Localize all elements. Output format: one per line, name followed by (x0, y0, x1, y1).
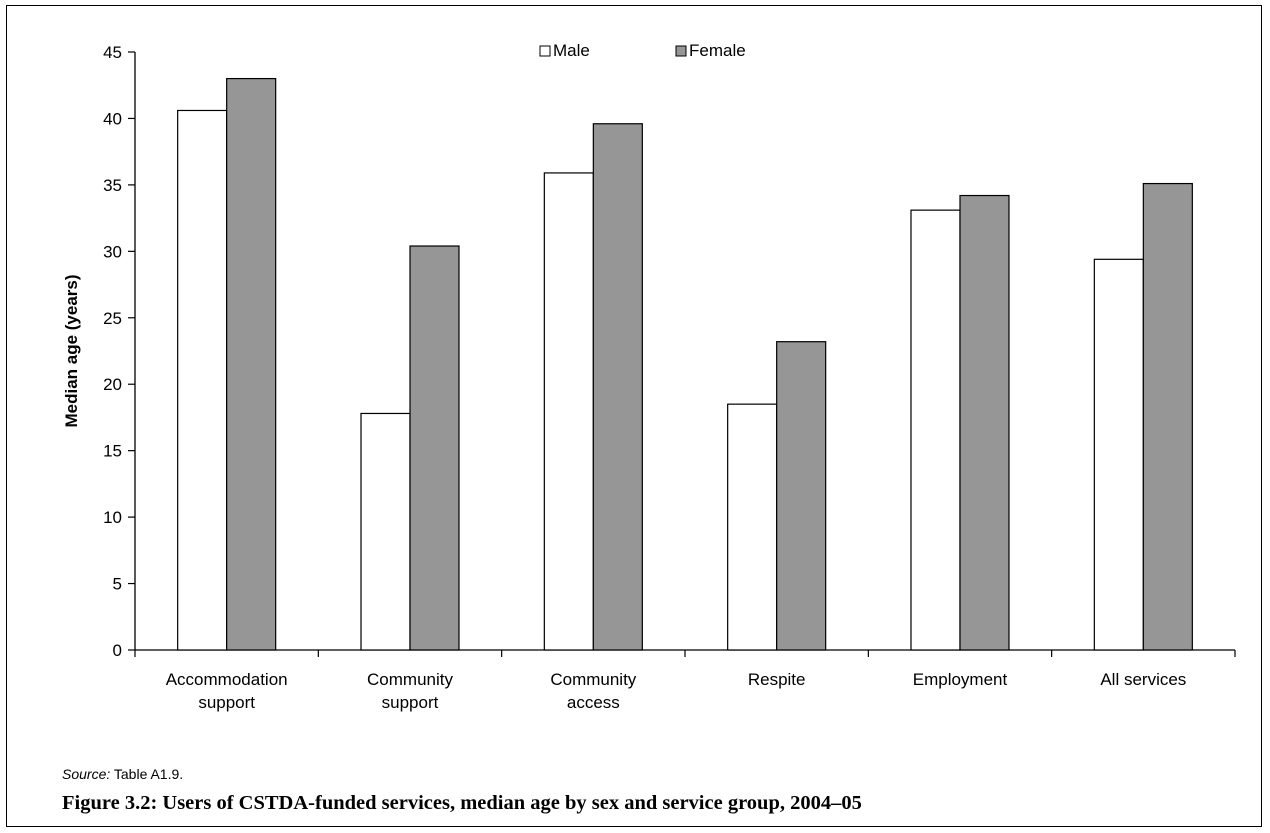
legend: Male Female (539, 41, 746, 60)
legend-label-male: Male (553, 41, 590, 60)
bar-female (409, 245, 460, 651)
figure-frame (6, 5, 1262, 827)
y-tick-label: 40 (103, 109, 122, 128)
y-axis-label: Median age (years) (62, 274, 81, 427)
bar-male (910, 209, 961, 651)
y-tick-label: 25 (103, 309, 122, 328)
y-tick-label: 30 (103, 242, 122, 261)
y-tick-label: 0 (113, 641, 122, 660)
source-label: Source: (62, 766, 111, 782)
bar-male (543, 172, 594, 651)
y-tick-label: 45 (103, 43, 122, 62)
bar-male (177, 109, 228, 651)
x-tick-label: support (198, 693, 255, 712)
x-tick-label: Community (550, 670, 636, 689)
bar-female (776, 341, 827, 651)
bar-female (592, 123, 643, 651)
chart-axes: 0 5 10 15 20 25 30 35 40 45 (103, 43, 1236, 660)
x-tick-label: access (567, 693, 620, 712)
bar-male (727, 403, 778, 651)
y-tick-label: 5 (113, 575, 122, 594)
bar-female (226, 77, 277, 651)
bar-male (1093, 258, 1144, 651)
bar-female (1142, 182, 1193, 651)
legend-swatch-female (675, 45, 687, 57)
y-tick-label: 10 (103, 508, 122, 527)
y-tick-label: 35 (103, 176, 122, 195)
chart-bars (177, 77, 1193, 651)
bar-female (959, 194, 1010, 651)
source-text: Table A1.9. (110, 766, 184, 782)
y-tick-label: 20 (103, 375, 122, 394)
legend-swatch-male (539, 45, 551, 57)
legend-label-female: Female (689, 41, 746, 60)
x-tick-label: Employment (913, 670, 1008, 689)
source-note: Source: Table A1.9. (62, 766, 183, 782)
x-tick-label: All services (1100, 670, 1186, 689)
bar-male (360, 412, 411, 651)
x-tick-label: Community (367, 670, 453, 689)
x-tick-labels: Accommodation support Community support Comm… (166, 670, 1187, 712)
x-tick-label: Respite (748, 670, 806, 689)
x-tick-label: Accommodation (166, 670, 288, 689)
y-tick-label: 15 (103, 442, 122, 461)
figure-caption: Figure 3.2: Users of CSTDA-funded servic… (62, 792, 862, 814)
x-tick-label: support (382, 693, 439, 712)
